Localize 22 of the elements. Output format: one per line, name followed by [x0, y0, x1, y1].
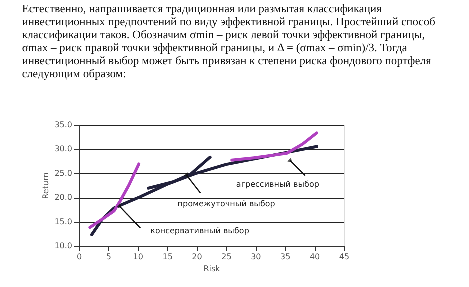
- x-tick-label: 40: [310, 252, 320, 262]
- x-tick-label: 0: [76, 252, 82, 262]
- y-axis-title: Return: [42, 172, 51, 200]
- x-tick-label: 20: [192, 252, 202, 262]
- y-tick-label: 25.0: [54, 168, 72, 178]
- x-tick-label: 45: [339, 252, 350, 262]
- x-tick-label: 15: [162, 252, 173, 262]
- x-tick-label: 5: [106, 252, 112, 262]
- y-tick-label: 15.0: [54, 217, 72, 226]
- text: Естественно, напрашивается традиционная или размытая классификация инвестиционных предпочтений по виду эффективной границы. Простейший способ классификации таков. Обозначим σmin – риск левой точки эффективной границы, σmax – риск правой точки эффективной границы, и Δ = (σmax – σmin)/3. Тогда инвестиционный выбор может быть привязан к степени риска фондового портфеля следующим образом:: [22, 4, 436, 80]
- annotation: агрессивный выбор: [236, 180, 320, 189]
- x-axis-title: Risk: [204, 264, 221, 274]
- x-tick-label: 25: [222, 252, 232, 262]
- x-tick-label: 10: [133, 252, 144, 262]
- y-tick-label: 20.0: [54, 193, 72, 202]
- y-tick-label: 10.0: [54, 242, 72, 250]
- x-tick-label: 35: [280, 252, 291, 262]
- annotation: промежуточный выбор: [178, 199, 276, 208]
- annotation: консервативный выбор: [150, 226, 250, 236]
- y-tick-label: 35.0: [54, 120, 72, 130]
- y-tick-label: 30.0: [54, 144, 72, 154]
- x-tick-label: 30: [251, 252, 262, 262]
